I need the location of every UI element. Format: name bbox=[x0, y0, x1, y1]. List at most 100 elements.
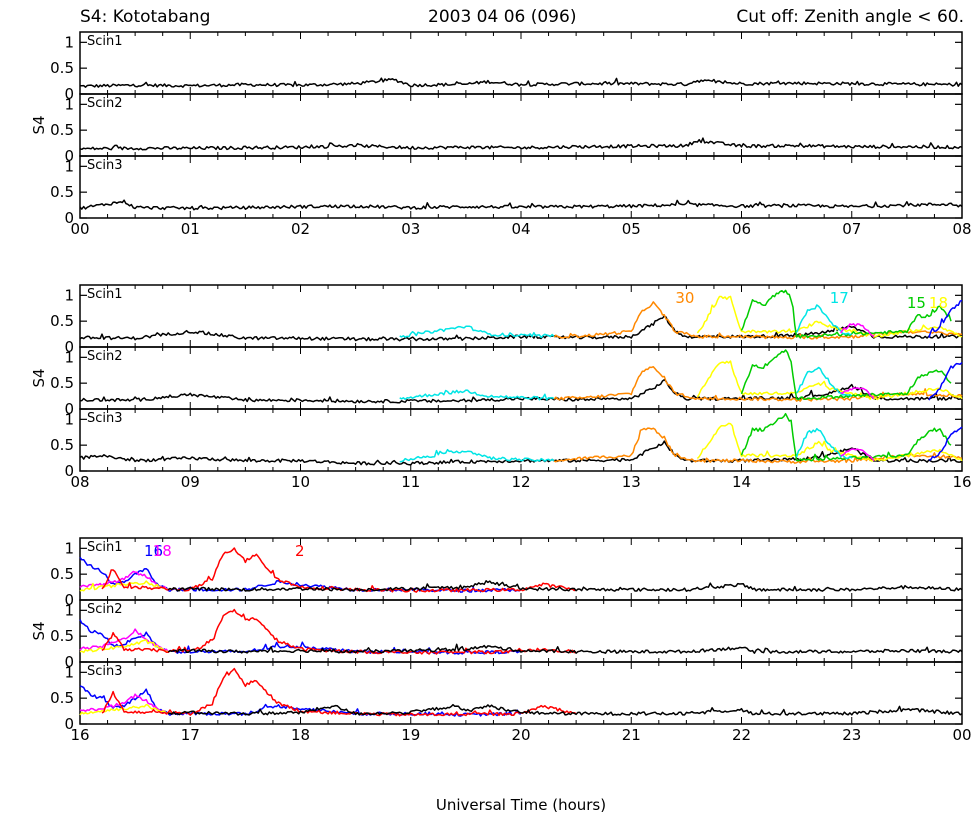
y-tick-label: 1 bbox=[64, 286, 74, 304]
x-tick-label: 22 bbox=[732, 726, 751, 744]
series-line bbox=[399, 325, 555, 339]
y-tick-label: 0.5 bbox=[50, 565, 74, 583]
y-tick-label: 0 bbox=[64, 209, 74, 227]
x-axis-label: Universal Time (hours) bbox=[436, 796, 606, 814]
y-tick-label: 0 bbox=[64, 462, 74, 480]
series-line bbox=[79, 570, 169, 591]
series-line bbox=[553, 365, 963, 402]
x-tick-label: 10 bbox=[291, 473, 310, 491]
panel-label: Scin3 bbox=[87, 664, 123, 679]
y-axis-label: S4 bbox=[30, 621, 48, 640]
x-tick-label: 11 bbox=[401, 473, 420, 491]
x-tick-label: 08 bbox=[70, 473, 89, 491]
series-line bbox=[696, 422, 963, 462]
y-tick-label: 0 bbox=[64, 715, 74, 733]
prn-annotation: 18 bbox=[929, 294, 948, 312]
x-tick-label: 04 bbox=[511, 220, 530, 238]
series-line bbox=[696, 295, 963, 338]
series-line bbox=[840, 448, 875, 462]
y-tick-label: 1 bbox=[64, 348, 74, 366]
series-line bbox=[80, 77, 963, 88]
panel-label: Scin1 bbox=[87, 287, 123, 302]
series-line bbox=[101, 608, 577, 655]
y-tick-label: 1 bbox=[64, 601, 74, 619]
series-line bbox=[79, 315, 963, 342]
series-line bbox=[167, 580, 963, 592]
x-tick-label: 03 bbox=[401, 220, 420, 238]
y-tick-label: 1 bbox=[64, 663, 74, 681]
y-tick-label: 1 bbox=[64, 539, 74, 557]
x-tick-label: 06 bbox=[732, 220, 751, 238]
prn-annotation: 17 bbox=[830, 289, 849, 307]
panel-label: Scin2 bbox=[87, 96, 123, 111]
series-line bbox=[740, 289, 952, 339]
y-tick-label: 0.5 bbox=[50, 627, 74, 645]
prn-annotation: 16 bbox=[144, 542, 163, 560]
series-line bbox=[840, 323, 875, 338]
panel-label: Scin1 bbox=[87, 34, 123, 49]
x-tick-label: 15 bbox=[842, 473, 861, 491]
prn-annotation: 18 bbox=[153, 542, 172, 560]
header-cutoff: Cut off: Zenith angle < 60. bbox=[736, 7, 964, 27]
series-line bbox=[167, 703, 963, 716]
y-tick-label: 0 bbox=[64, 591, 74, 609]
y-tick-label: 0 bbox=[64, 653, 74, 671]
x-tick-label: 01 bbox=[181, 220, 200, 238]
x-tick-label: 23 bbox=[842, 726, 861, 744]
series-line bbox=[399, 448, 555, 463]
header-date: 2003 04 06 (096) bbox=[428, 7, 576, 27]
panel-label: Scin3 bbox=[87, 158, 123, 173]
x-tick-label: 16 bbox=[70, 726, 89, 744]
series-line bbox=[79, 703, 169, 716]
series-line bbox=[79, 137, 963, 151]
x-tick-label: 14 bbox=[732, 473, 751, 491]
y-tick-label: 0.5 bbox=[50, 121, 74, 139]
y-tick-label: 0.5 bbox=[50, 312, 74, 330]
series-line bbox=[101, 667, 577, 717]
y-tick-label: 1 bbox=[64, 33, 74, 51]
series-line bbox=[928, 361, 963, 401]
panel-label: Scin2 bbox=[87, 349, 123, 364]
x-tick-label: 05 bbox=[622, 220, 641, 238]
x-tick-label: 02 bbox=[291, 220, 310, 238]
header-station: S4: Kototabang bbox=[80, 7, 210, 27]
series-line bbox=[79, 628, 169, 653]
series-line bbox=[79, 199, 963, 211]
y-tick-label: 0 bbox=[64, 147, 74, 165]
prn-annotation: 30 bbox=[675, 289, 694, 307]
series-line bbox=[79, 693, 169, 715]
series-line bbox=[167, 643, 963, 654]
series-line bbox=[79, 580, 169, 592]
y-axis-label: S4 bbox=[30, 368, 48, 387]
y-tick-label: 0.5 bbox=[50, 689, 74, 707]
y-tick-label: 0 bbox=[64, 85, 74, 103]
panel-label: Scin2 bbox=[87, 602, 123, 617]
x-tick-label: 08 bbox=[952, 220, 971, 238]
x-tick-label: 12 bbox=[511, 473, 530, 491]
y-tick-label: 0 bbox=[64, 338, 74, 356]
prn-annotation: 15 bbox=[907, 294, 926, 312]
x-tick-label: 00 bbox=[70, 220, 89, 238]
x-tick-label: 21 bbox=[622, 726, 641, 744]
series-line bbox=[79, 639, 169, 654]
y-tick-label: 1 bbox=[64, 410, 74, 428]
y-axis-label: S4 bbox=[30, 115, 48, 134]
x-tick-label: 09 bbox=[181, 473, 200, 491]
series-line bbox=[79, 685, 521, 717]
y-tick-label: 0.5 bbox=[50, 183, 74, 201]
series-line bbox=[928, 299, 963, 338]
prn-annotation: 2 bbox=[295, 542, 305, 560]
series-line bbox=[928, 426, 963, 461]
x-tick-label: 20 bbox=[511, 726, 530, 744]
series-line bbox=[840, 386, 875, 400]
panel-label: Scin1 bbox=[87, 540, 123, 555]
series-line bbox=[553, 301, 963, 340]
y-tick-label: 1 bbox=[64, 95, 74, 113]
series-line bbox=[79, 379, 963, 404]
series-line bbox=[795, 304, 853, 336]
y-tick-label: 0.5 bbox=[50, 59, 74, 77]
panel-label: Scin3 bbox=[87, 411, 123, 426]
y-tick-label: 0.5 bbox=[50, 436, 74, 454]
